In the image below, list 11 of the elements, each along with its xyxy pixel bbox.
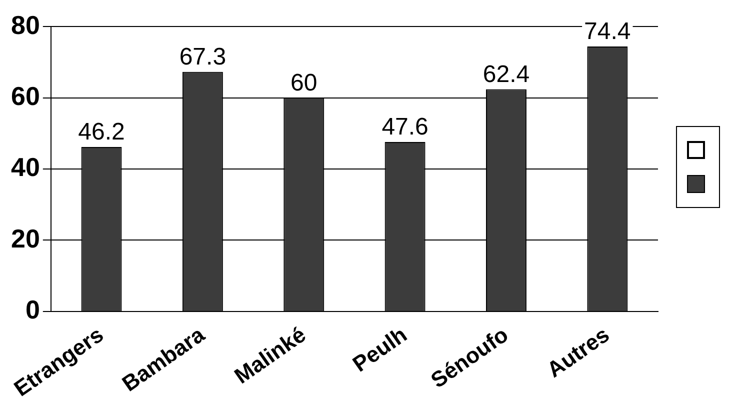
data-label: 74.4 [584,18,631,46]
y-tick-label: 40 [11,152,40,182]
y-tick-label: 80 [11,10,40,40]
data-label: 47.6 [382,114,428,141]
data-label: 67.3 [179,43,226,70]
y-tick-label: 0 [25,294,40,325]
data-label: 60 [290,69,318,96]
data-label: 62.4 [482,60,530,88]
data-label: 46.2 [78,118,125,146]
y-tick-label: 60 [11,80,40,111]
y-tick-label: 20 [11,223,40,254]
